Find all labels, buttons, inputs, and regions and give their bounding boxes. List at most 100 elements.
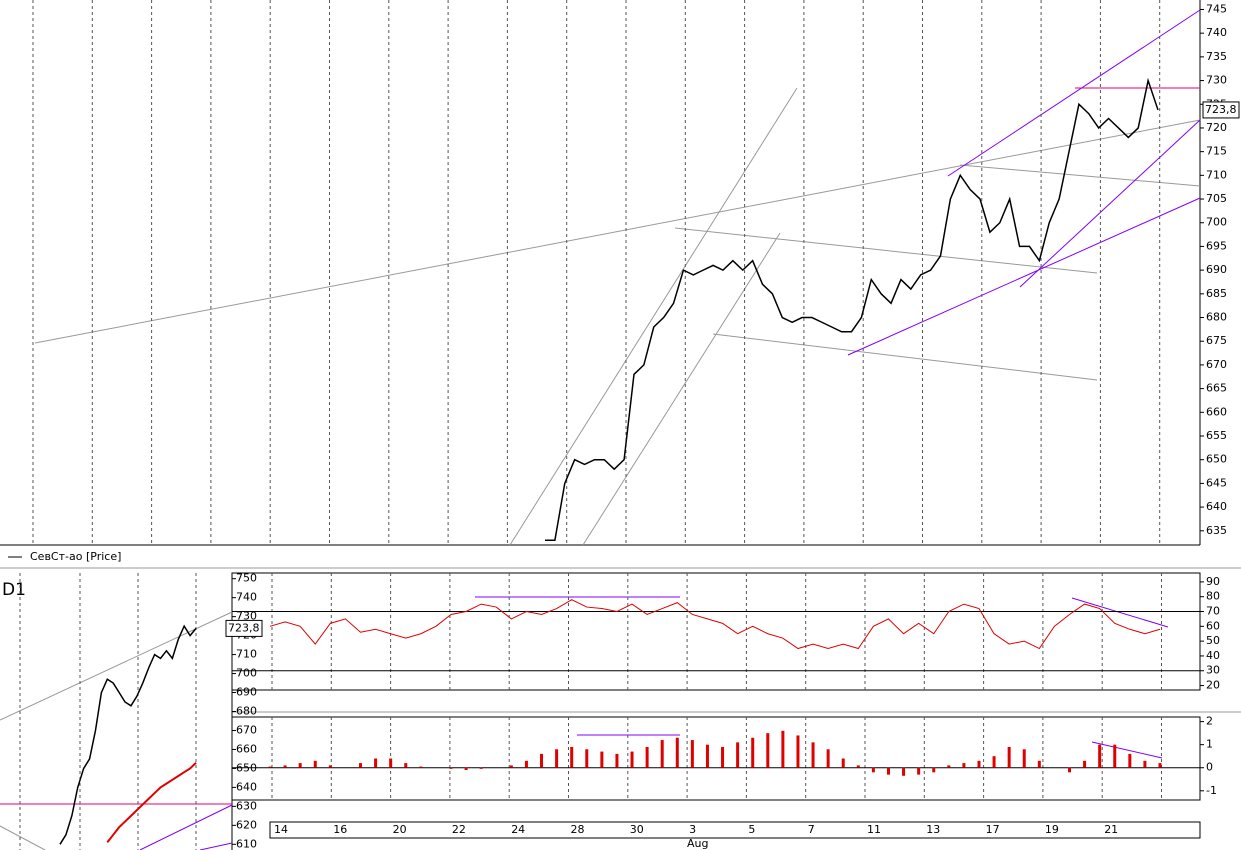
histogram-bar: [419, 766, 423, 768]
y-tick-label: 90: [1206, 575, 1220, 588]
histogram-bar: [796, 735, 800, 768]
x-tick-label: 13: [926, 823, 940, 836]
histogram-bar: [751, 737, 755, 768]
legend-label: СевСт-ао [Price]: [30, 550, 121, 563]
histogram-bar: [615, 753, 619, 768]
trend-line: [847, 197, 1201, 356]
y-tick-label: 635: [1206, 524, 1227, 537]
histogram-bar: [524, 760, 528, 768]
histogram-bar: [705, 744, 709, 768]
histogram-bar: [268, 766, 272, 768]
y-tick-label: 80: [1206, 590, 1220, 603]
price-line: [269, 599, 1161, 650]
histogram-bar: [886, 767, 890, 775]
trend-line: [0, 825, 46, 850]
rsi-frame: [231, 572, 1201, 691]
y-tick-label: 720: [1206, 121, 1227, 134]
y-tick-label: -1: [1206, 784, 1217, 797]
trend-line: [959, 164, 1201, 187]
y-tick-label: 20: [1206, 679, 1220, 692]
y-tick-label: 60: [1206, 619, 1220, 632]
y-tick-label: 730: [236, 610, 257, 623]
histogram-bar: [1158, 763, 1162, 768]
x-tick-label: 7: [808, 823, 815, 836]
histogram-bar: [736, 742, 740, 768]
y-tick-label: 750: [236, 572, 257, 585]
x-tick-label: 21: [1104, 823, 1118, 836]
histogram-bar: [721, 746, 725, 768]
y-tick-label: 715: [1206, 145, 1227, 158]
histogram-bar: [690, 740, 694, 768]
y-tick-label: 50: [1206, 634, 1220, 647]
y-tick-label: 40: [1206, 649, 1220, 662]
trend-line: [674, 227, 1098, 274]
trend-line: [1019, 119, 1201, 288]
histogram-bar: [871, 767, 875, 773]
histogram-bar: [540, 753, 544, 768]
histogram-bar: [298, 763, 302, 768]
y-tick-label: 655: [1206, 429, 1227, 442]
price-line: [59, 624, 197, 845]
y-tick-label: 680: [236, 705, 257, 718]
x-tick-label: 3: [689, 823, 696, 836]
histogram-bar: [1037, 760, 1041, 768]
y-tick-label: 610: [236, 837, 257, 850]
histogram-bar: [1022, 749, 1026, 768]
y-tick-label: 700: [236, 667, 257, 680]
x-tick-label: 28: [571, 823, 585, 836]
y-tick-label: 660: [236, 742, 257, 755]
histogram-bar: [328, 765, 332, 768]
trend-line: [582, 232, 781, 546]
histogram-bar: [1083, 760, 1087, 768]
histogram-bar: [932, 767, 936, 773]
histogram-bar: [1098, 744, 1102, 768]
histogram-bar: [479, 767, 483, 769]
histogram-bar: [585, 749, 589, 768]
price-marker-label: 723,8: [228, 621, 260, 634]
histogram-bar: [841, 758, 845, 768]
price-marker: [225, 619, 263, 637]
y-tick-label: 705: [1206, 192, 1227, 205]
histogram-bar: [1067, 767, 1071, 773]
histogram-bar: [404, 763, 408, 768]
histogram-bar: [856, 765, 860, 768]
y-tick-label: 730: [1206, 74, 1227, 87]
y-tick-label: 30: [1206, 664, 1220, 677]
x-tick-label: 14: [274, 823, 288, 836]
y-tick-label: 0: [1206, 761, 1213, 774]
x-tick-label: 24: [511, 823, 525, 836]
histogram-bar: [992, 756, 996, 768]
histogram-bar: [1113, 744, 1117, 768]
trend-line: [34, 119, 1201, 344]
histogram-bar: [1007, 746, 1011, 768]
x-tick-label: 17: [986, 823, 1000, 836]
x-sublabel: Aug: [687, 837, 708, 850]
y-tick-label: 640: [236, 780, 257, 793]
histogram-bar: [449, 767, 453, 769]
histogram-bar: [570, 746, 574, 768]
price-marker-label: 723,8: [1205, 103, 1237, 116]
price-line: [545, 77, 1159, 542]
histogram-bar: [389, 758, 393, 768]
y-tick-label: 690: [1206, 263, 1227, 276]
y-tick-label: 670: [236, 723, 257, 736]
x-tick-label: 19: [1045, 823, 1059, 836]
x-tick-label: 5: [748, 823, 755, 836]
histogram-bar: [555, 749, 559, 768]
y-tick-label: 700: [1206, 216, 1227, 229]
x-tick-label: 20: [393, 823, 407, 836]
histogram-bar: [962, 763, 966, 768]
trend-line: [509, 87, 798, 546]
price-marker: [1202, 101, 1240, 119]
y-tick-label: 740: [1206, 26, 1227, 39]
histogram-bar: [781, 730, 785, 768]
y-tick-label: 680: [1206, 311, 1227, 324]
histogram-bar: [917, 767, 921, 775]
y-tick-label: 670: [1206, 358, 1227, 371]
y-tick-label: 695: [1206, 239, 1227, 252]
y-tick-label: 70: [1206, 605, 1220, 618]
trend-line: [0, 611, 233, 721]
y-tick-label: 710: [236, 648, 257, 661]
histogram-bar: [509, 765, 513, 768]
